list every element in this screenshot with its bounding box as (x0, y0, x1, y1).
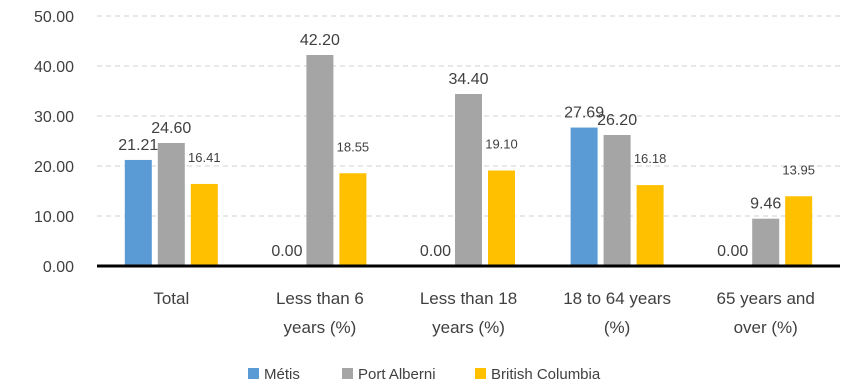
x-tick-label: (%) (604, 318, 630, 337)
data-label: 0.00 (717, 243, 748, 260)
bar (488, 170, 515, 266)
data-label: 18.55 (337, 139, 370, 154)
bar (190, 183, 218, 266)
data-label: 19.10 (485, 137, 518, 152)
y-tick-label: 30.00 (34, 109, 74, 126)
x-tick-label: 65 years and (717, 289, 815, 308)
data-label: 0.00 (271, 243, 302, 260)
x-tick-label: Total (153, 289, 189, 308)
y-tick-label: 10.00 (34, 209, 74, 226)
bar (603, 135, 631, 266)
legend: Métis Port Alberni British Columbia (248, 366, 601, 383)
bar (124, 159, 152, 266)
legend-swatch (248, 368, 259, 379)
legend-swatch (475, 368, 486, 379)
data-label: 42.20 (300, 32, 340, 49)
y-axis: 0.00 10.00 20.00 30.00 40.00 50.00 (34, 9, 74, 276)
y-tick-label: 40.00 (34, 59, 74, 76)
bar (339, 173, 367, 266)
legend-label: British Columbia (491, 366, 601, 383)
x-tick-label: years (%) (432, 318, 505, 337)
x-axis: Total Less than 6 years (%) Less than 18 yea… (97, 264, 840, 337)
bar (570, 127, 598, 266)
data-label: 13.95 (782, 162, 815, 177)
data-label: 0.00 (420, 243, 451, 260)
x-tick-label: Less than 6 (276, 289, 364, 308)
data-label: 16.41 (188, 150, 221, 165)
data-label: 21.21 (118, 137, 158, 154)
y-tick-label: 50.00 (34, 9, 74, 26)
bar (157, 143, 185, 266)
data-label: 16.18 (634, 151, 667, 166)
y-tick-label: 20.00 (34, 159, 74, 176)
data-label: 24.60 (151, 120, 191, 137)
x-tick-label: years (%) (284, 318, 357, 337)
data-label: 27.69 (564, 105, 604, 122)
legend-label: Port Alberni (358, 366, 436, 383)
bar (455, 94, 482, 266)
bar (306, 55, 334, 266)
bar (785, 196, 813, 266)
bar (636, 185, 664, 266)
data-label: 26.20 (597, 112, 637, 129)
data-label: 9.46 (750, 196, 781, 213)
x-tick-label: over (%) (734, 318, 798, 337)
x-tick-label: Less than 18 (420, 289, 517, 308)
legend-label: Métis (264, 366, 300, 383)
y-tick-label: 0.00 (43, 259, 74, 276)
legend-swatch (342, 368, 353, 379)
x-tick-label: 18 to 64 years (563, 289, 671, 308)
bars (124, 55, 813, 266)
bar (752, 218, 780, 266)
data-label: 34.40 (448, 71, 488, 88)
